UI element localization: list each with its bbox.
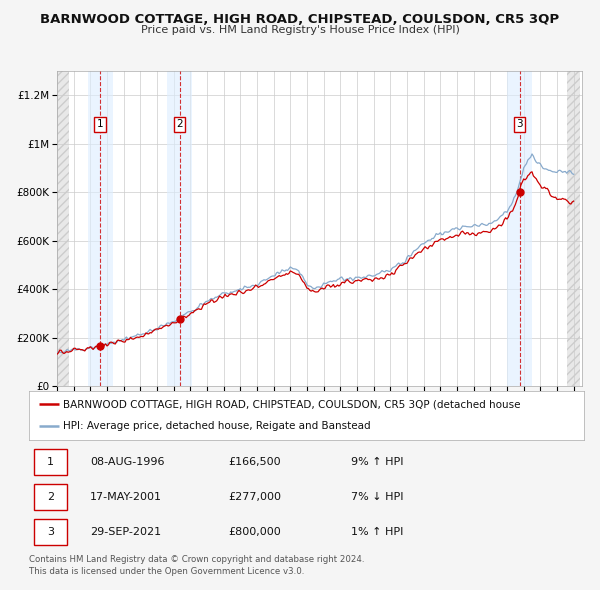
Text: 08-AUG-1996: 08-AUG-1996 [90,457,164,467]
Text: £800,000: £800,000 [229,527,281,537]
Text: 3: 3 [47,527,54,537]
Text: 7% ↓ HPI: 7% ↓ HPI [351,492,403,502]
Text: 1% ↑ HPI: 1% ↑ HPI [351,527,403,537]
Text: HPI: Average price, detached house, Reigate and Banstead: HPI: Average price, detached house, Reig… [63,421,371,431]
Text: 1: 1 [97,119,103,129]
Bar [507,71,532,386]
Text: 9% ↑ HPI: 9% ↑ HPI [351,457,403,467]
Text: 17-MAY-2001: 17-MAY-2001 [90,492,162,502]
Text: 2: 2 [176,119,183,129]
Text: 3: 3 [516,119,523,129]
Text: Contains HM Land Registry data © Crown copyright and database right 2024.
This d: Contains HM Land Registry data © Crown c… [29,555,364,576]
Text: £277,000: £277,000 [229,492,281,502]
Bar [88,71,113,386]
Text: 2: 2 [47,492,54,502]
Text: £166,500: £166,500 [229,457,281,467]
FancyBboxPatch shape [34,448,67,474]
Text: Price paid vs. HM Land Registry's House Price Index (HPI): Price paid vs. HM Land Registry's House … [140,25,460,35]
Text: BARNWOOD COTTAGE, HIGH ROAD, CHIPSTEAD, COULSDON, CR5 3QP (detached house: BARNWOOD COTTAGE, HIGH ROAD, CHIPSTEAD, … [63,399,521,409]
FancyBboxPatch shape [34,520,67,545]
Text: 29-SEP-2021: 29-SEP-2021 [90,527,161,537]
Bar [57,71,68,386]
Bar [567,71,580,386]
Text: 1: 1 [47,457,54,467]
FancyBboxPatch shape [34,484,67,510]
Bar [167,71,193,386]
Text: BARNWOOD COTTAGE, HIGH ROAD, CHIPSTEAD, COULSDON, CR5 3QP: BARNWOOD COTTAGE, HIGH ROAD, CHIPSTEAD, … [40,13,560,26]
Bar [567,71,580,386]
Bar [57,71,68,386]
